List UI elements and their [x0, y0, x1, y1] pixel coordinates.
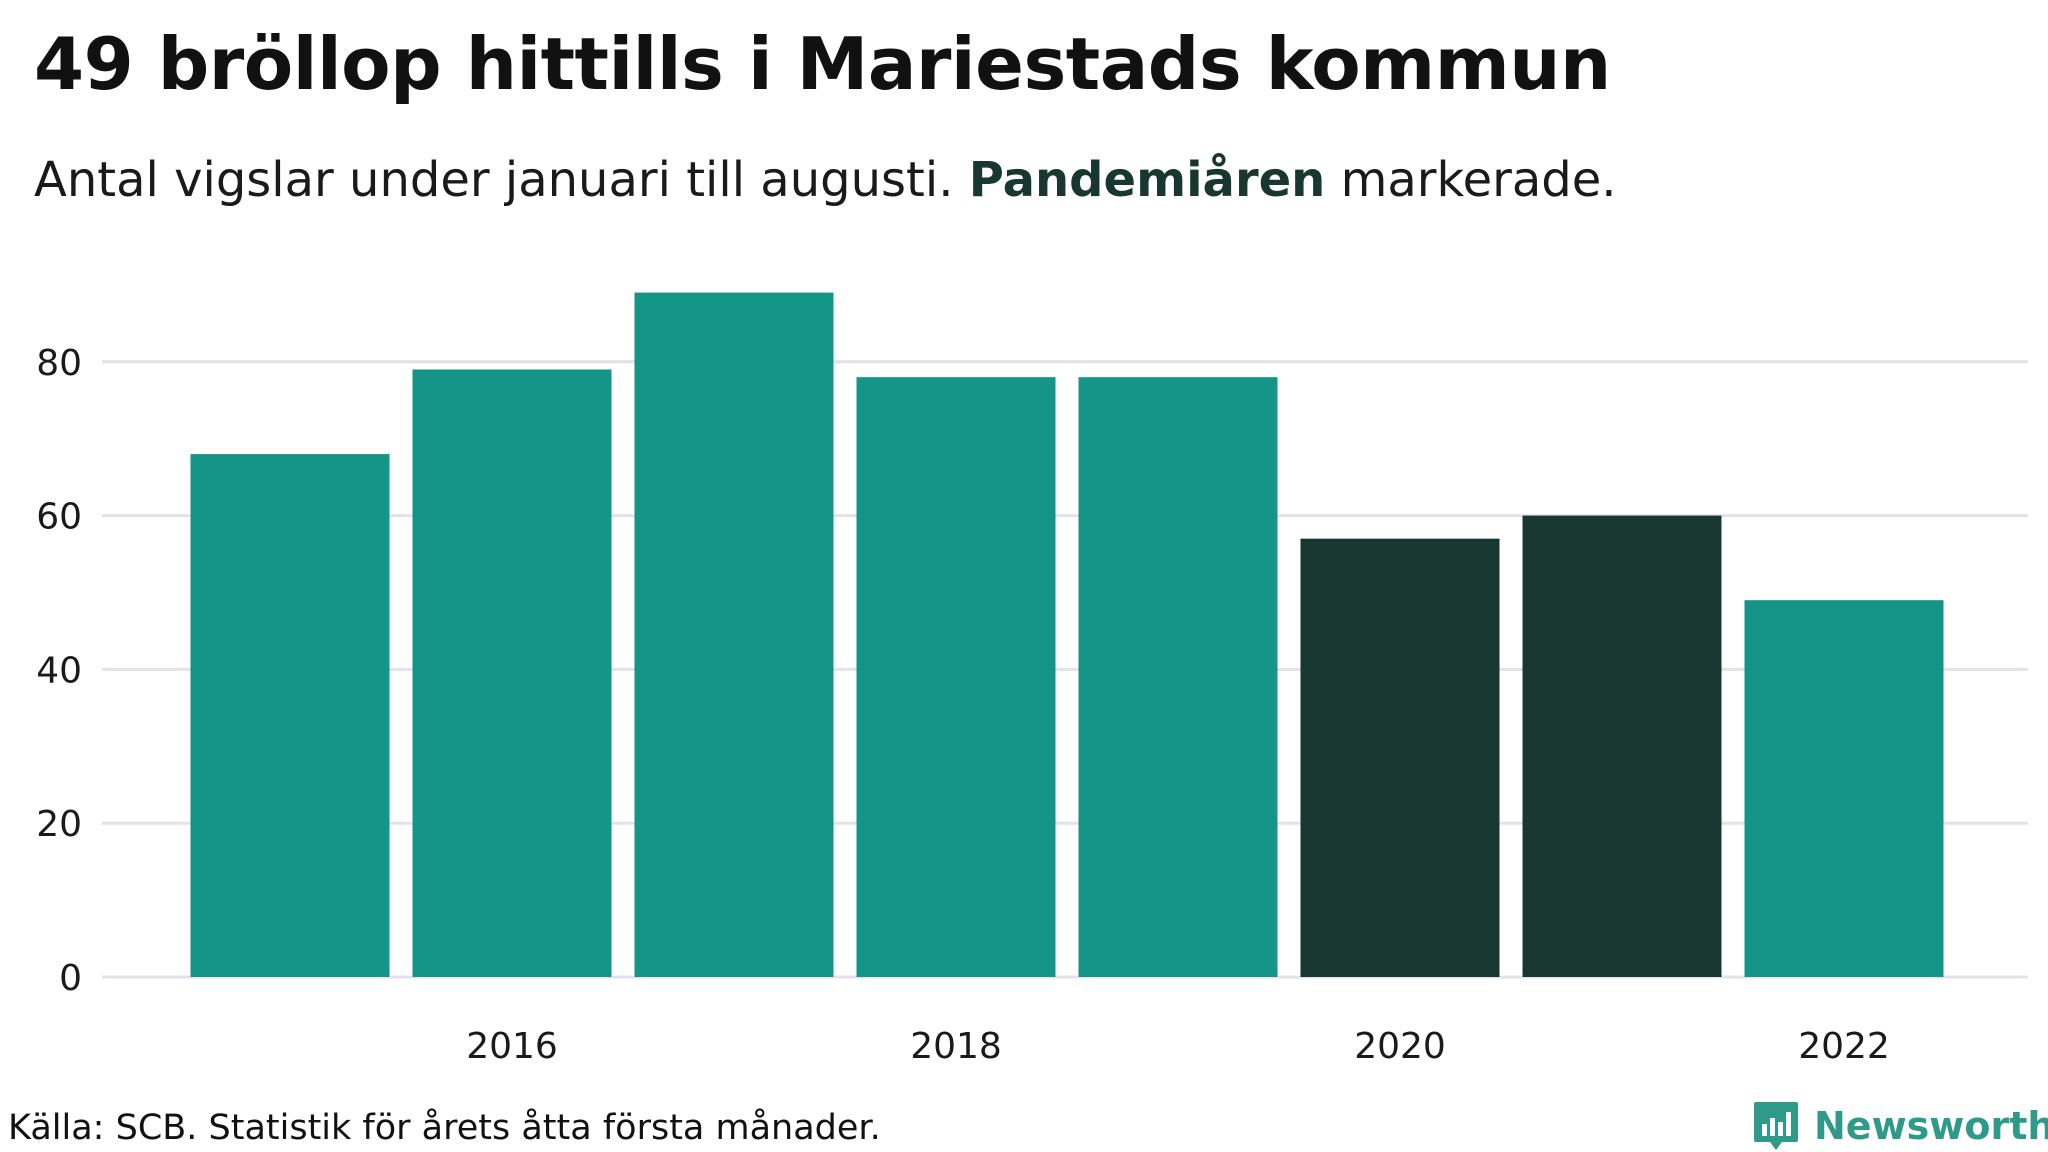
y-tick-label-60: 60 — [36, 497, 82, 538]
bar-2020 — [1300, 538, 1500, 977]
x-tick-label-2016: 2016 — [466, 1026, 558, 1067]
newsworthy-logo-icon — [1754, 1102, 1798, 1150]
bar-2015 — [190, 454, 390, 978]
x-tick-label-2018: 2018 — [910, 1026, 1002, 1067]
bars — [190, 292, 1944, 978]
chart-subtitle: Antal vigslar under januari till augusti… — [34, 152, 1617, 208]
brand: Newsworthy — [1752, 1100, 2048, 1152]
brand-name: Newsworthy — [1814, 1104, 2048, 1148]
bar-2016 — [412, 369, 612, 977]
chart-title: 49 bröllop hittills i Mariestads kommun — [34, 22, 1611, 106]
bar-2021 — [1522, 515, 1722, 977]
y-tick-label-20: 20 — [36, 804, 82, 845]
y-tick-label-40: 40 — [36, 650, 82, 691]
subtitle-highlight: Pandemiåren — [968, 152, 1326, 208]
bar-2018 — [856, 377, 1056, 977]
x-tick-label-2022: 2022 — [1798, 1026, 1890, 1067]
bar-2017 — [634, 292, 834, 978]
bar-2022 — [1744, 600, 1944, 977]
y-tick-label-0: 0 — [59, 958, 82, 999]
x-tick-label-2020: 2020 — [1354, 1026, 1446, 1067]
subtitle-text-start: Antal vigslar under januari till augusti… — [34, 152, 954, 208]
bar-2019 — [1078, 377, 1278, 977]
source-note: Källa: SCB. Statistik för årets åtta för… — [8, 1108, 881, 1148]
x-axis-ticks: 2016 2018 2020 2022 — [466, 1026, 1890, 1067]
y-axis-ticks: 0 20 40 60 80 — [36, 343, 82, 999]
y-tick-label-80: 80 — [36, 343, 82, 384]
grid-lines — [102, 360, 2028, 979]
subtitle-text-end: markerade. — [1340, 152, 1617, 208]
